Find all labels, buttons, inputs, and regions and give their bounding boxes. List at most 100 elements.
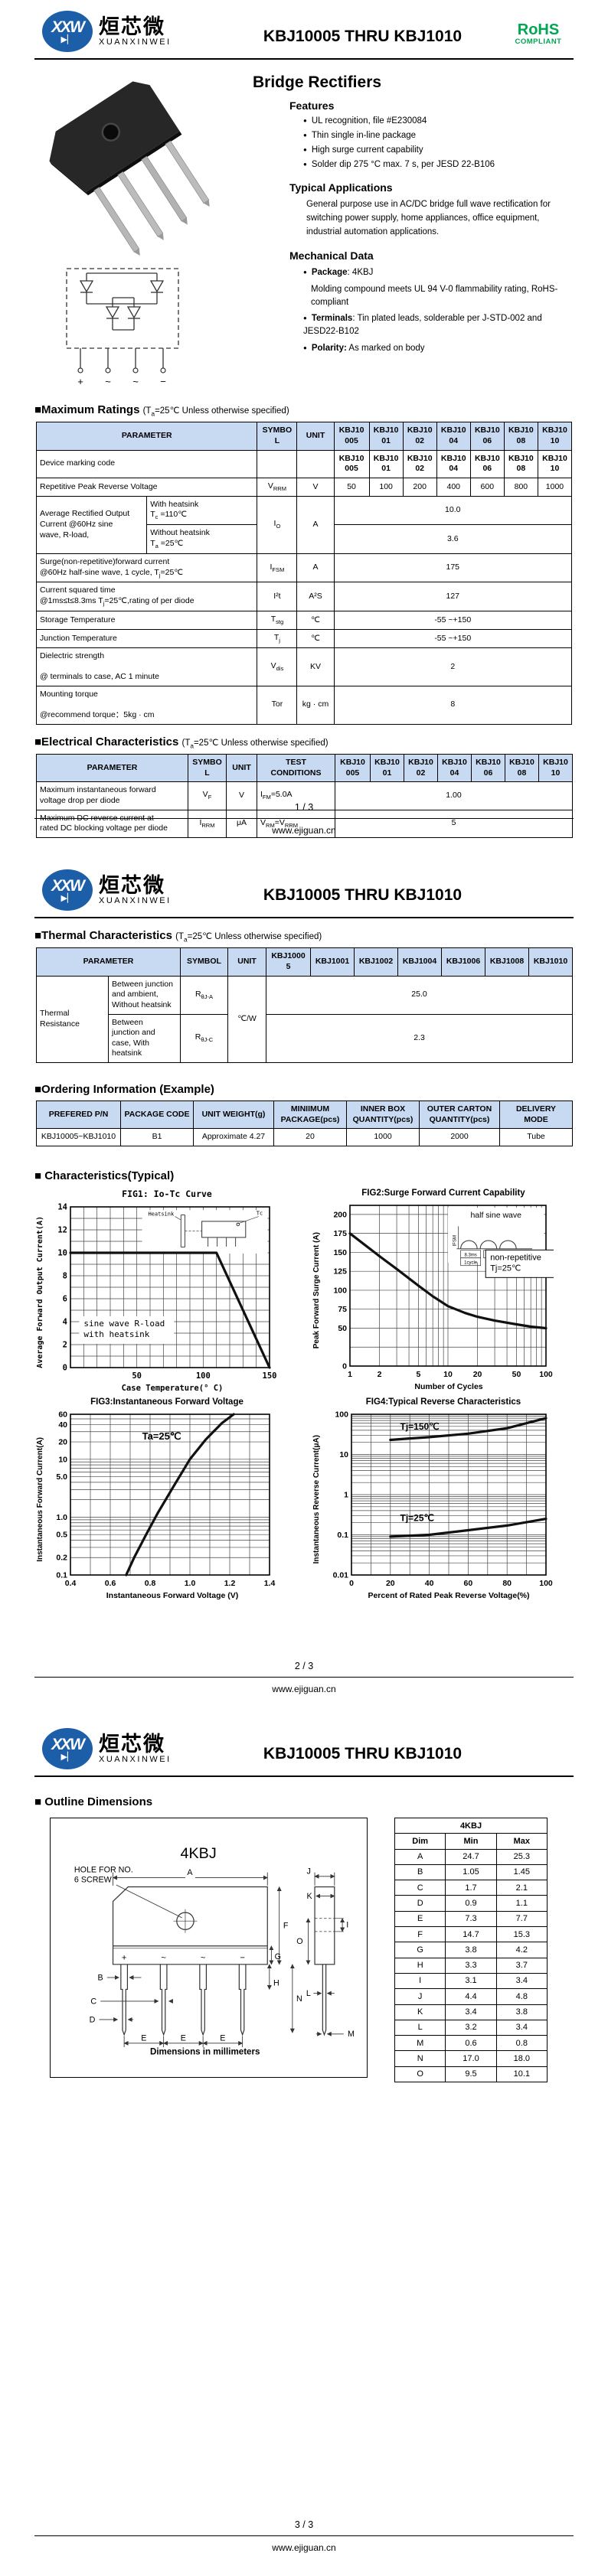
table-cell: KBJ10005	[333, 449, 370, 478]
dim-A: A	[187, 1868, 193, 1877]
rohs-badge: RoHS COMPLIANT	[515, 21, 562, 46]
table-cell: Mounting torque @recommend torque：5kg · c…	[35, 685, 258, 725]
table-cell: 0.9	[445, 1895, 497, 1912]
svg-text:0.8: 0.8	[145, 1579, 156, 1588]
table-cell: PARAMETER	[36, 947, 181, 977]
table-cell: SYMBOL	[188, 754, 227, 783]
svg-text:Ta=25℃: Ta=25℃	[142, 1430, 181, 1442]
outline-drawing-box: 4KBJ HOLE FOR NO. 6 SCREW + ~	[50, 1818, 368, 2078]
svg-text:half sine wave: half sine wave	[470, 1211, 521, 1220]
drawing-caption: Dimensions in millimeters	[150, 2047, 260, 2056]
table-cell: 15.3	[495, 1926, 548, 1943]
header-rule	[34, 1775, 574, 1777]
table-cell: Tor	[257, 685, 298, 725]
header-rule	[34, 58, 574, 60]
table-cell: 1.1	[495, 1895, 548, 1912]
table-cell: 25.0	[266, 975, 573, 1015]
applications-heading: Typical Applications	[289, 181, 393, 194]
logo-badge: XXW ▶▏	[42, 1728, 93, 1769]
table-cell: KBJ1010	[537, 449, 573, 478]
polarity-minus: −	[240, 1954, 245, 1963]
table-cell: MINIIMUM PACKAGE(pcs)	[273, 1101, 347, 1130]
table-cell: 3.4	[495, 1972, 548, 1990]
logo-english: XUANXINWEI	[99, 1755, 172, 1765]
table-cell: 1.7	[445, 1880, 497, 1896]
table-cell: 4KBJ	[394, 1817, 548, 1834]
mechanical-heading: Mechanical Data	[289, 249, 374, 262]
table-cell: UNIT	[227, 947, 266, 977]
svg-text:1.4: 1.4	[264, 1579, 276, 1588]
table-cell: 20	[273, 1128, 347, 1146]
svg-text:40: 40	[58, 1420, 67, 1430]
table-cell: Between junction and case, With heatsink	[108, 1013, 181, 1064]
table-cell: KBJ1006	[441, 947, 485, 977]
footer-website: www.ejiguan.cn	[272, 825, 336, 836]
logo-chinese: 烜芯微	[99, 873, 165, 897]
table-cell: 2	[333, 647, 573, 686]
table-cell: ℃/W	[227, 975, 266, 1064]
logo-badge: XXW ▶▏	[42, 869, 93, 911]
table-cell: KBJ10005	[335, 754, 371, 783]
table-cell: KV	[296, 647, 335, 686]
svg-text:5: 5	[417, 1370, 421, 1379]
table-cell: RθJ-C	[180, 1013, 228, 1064]
table-cell: I	[394, 1972, 446, 1990]
table-cell: -55 ~+150	[333, 628, 573, 648]
svg-text:1.2: 1.2	[224, 1579, 236, 1588]
svg-text:IFSM: IFSM	[453, 1235, 458, 1246]
svg-text:100: 100	[335, 1410, 348, 1419]
svg-text:1cycle: 1cycle	[464, 1261, 478, 1266]
table-cell: IO	[257, 495, 298, 554]
table-cell: F	[394, 1926, 446, 1943]
svg-text:0: 0	[342, 1361, 347, 1371]
characteristic-figures: FIG1: Io-Tc Curve Average Forward Output…	[36, 1189, 577, 1600]
feature-item: ● UL recognition, file #E230084	[303, 116, 427, 126]
table-cell: O	[394, 2066, 446, 2083]
svg-text:8.3ms: 8.3ms	[464, 1254, 476, 1258]
table-cell: 3.4	[445, 2004, 497, 2020]
table-cell: 3.7	[495, 1957, 548, 1974]
svg-text:8: 8	[63, 1271, 67, 1280]
table-cell: Device marking code	[35, 449, 258, 478]
table-cell: G	[394, 1942, 446, 1958]
svg-text:20: 20	[58, 1438, 67, 1447]
features-heading: Features	[289, 99, 335, 112]
table-cell: KBJ1004	[436, 449, 471, 478]
brand-logo: XXW ▶▏ 烜芯微 XUANXINWEI	[42, 11, 222, 52]
section-heading-characteristics: ■ Characteristics(Typical)	[34, 1169, 175, 1182]
svg-text:sine wave R-load: sine wave R-load	[83, 1319, 165, 1329]
terminal-ac1: ~	[105, 376, 111, 387]
table-cell: KBJ1001	[368, 422, 404, 451]
table-cell: 400	[436, 477, 471, 497]
dim-E1: E	[141, 2033, 146, 2043]
table-cell: TEST CONDITIONS	[257, 754, 335, 783]
table-cell: KBJ1006	[471, 754, 505, 783]
feature-item: ● High surge current capability	[303, 145, 423, 155]
page-1: XXW ▶▏ 烜芯微 XUANXINWEI KBJ10005 THRU KBJ1…	[0, 0, 608, 859]
bullet-icon: ●	[303, 146, 307, 153]
svg-text:5.0: 5.0	[56, 1472, 67, 1482]
svg-text:14: 14	[57, 1202, 67, 1211]
table-cell: KBJ1001	[368, 449, 404, 478]
product-photo	[49, 81, 210, 256]
table-cell: KBJ1002	[402, 422, 437, 451]
table-cell: KBJ1008	[503, 422, 538, 451]
table-cell: A	[296, 553, 335, 583]
svg-text:10: 10	[443, 1370, 453, 1379]
table-cell: 8	[333, 685, 573, 725]
table-cell: 1.00	[335, 781, 573, 810]
table-cell: Max	[495, 1833, 548, 1850]
page-footer: 2 / 3 www.ejiguan.cn	[0, 1661, 608, 1694]
fig1-plot: 50 100 150 0 2 4 6 8 10 12 14 Heatsink Tc sine wave R…	[57, 1202, 276, 1381]
table-cell: Vdis	[257, 647, 298, 686]
max-ratings-table: PARAMETER SYMBOL UNIT KBJ10005 KBJ1001 KBJ100…	[35, 422, 573, 725]
page-number: 3 / 3	[294, 2519, 314, 2530]
table-cell: 4.4	[445, 1988, 497, 2005]
page-number: 2 / 3	[294, 1661, 314, 1671]
section-heading-ordering: ■Ordering Information (Example)	[34, 1083, 214, 1097]
table-cell: Average Rectified Output Current @60Hz si…	[35, 495, 148, 554]
table-cell: Maximum instantaneous forward voltage dro…	[36, 781, 188, 810]
table-cell: 3.2	[445, 2019, 497, 2036]
document-title: KBJ10005 THRU KBJ1010	[263, 886, 463, 904]
table-cell: SYMBOL	[180, 947, 228, 977]
